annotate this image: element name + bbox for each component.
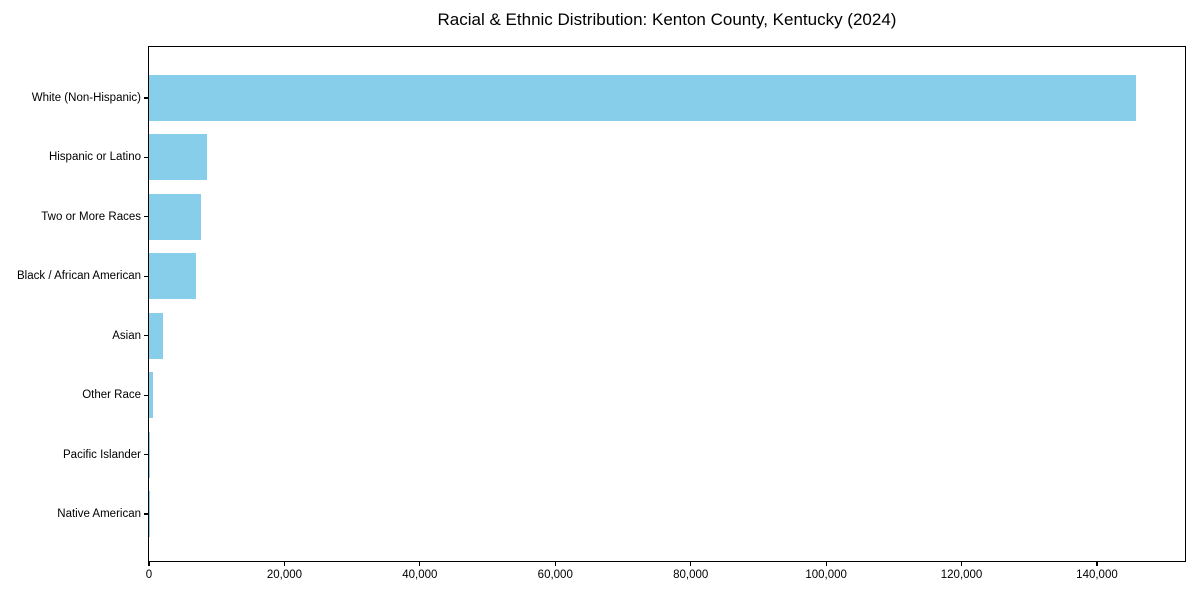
bar [149,431,151,478]
y-axis-tick [144,335,149,337]
x-axis-tick [825,561,827,566]
x-tick-label: 120,000 [940,569,983,581]
bar [149,312,164,359]
bar [149,193,202,240]
bar [149,253,196,300]
y-category-label: Two or More Races [41,210,141,223]
y-category-label: Hispanic or Latino [48,151,141,164]
y-category-label: Pacific Islander [63,448,141,461]
y-axis-tick [144,513,149,515]
x-tick-label: 40,000 [402,569,438,581]
x-axis-tick [554,561,556,566]
chart-title: Racial & Ethnic Distribution: Kenton Cou… [437,10,897,29]
bar [149,75,1136,121]
x-axis-tick [1096,561,1098,566]
x-tick-label: 20,000 [266,569,303,581]
x-tick-label: 60,000 [537,569,573,581]
x-tick-label: 80,000 [673,569,709,581]
y-axis-tick [144,453,149,456]
bar [149,134,207,181]
x-axis-tick [283,561,285,566]
x-axis-tick [960,561,963,566]
x-axis-tick [419,561,421,566]
y-category-label: White (Non-Hispanic) [31,92,141,104]
y-axis-tick [144,216,149,218]
y-axis-tick [144,394,149,396]
x-tick-label: 100,000 [805,569,847,581]
y-axis-tick [144,156,149,159]
bar [149,372,154,419]
y-category-label: Black / African American [17,270,141,283]
y-category-label: Native American [57,508,141,520]
x-tick-label: 140,000 [1076,569,1118,581]
y-category-label: Asian [112,329,141,342]
x-axis-tick [148,561,150,566]
bar [149,491,150,537]
y-category-label: Other Race [82,389,141,402]
x-tick-label: 0 [145,569,153,581]
y-axis-tick [144,97,149,99]
plot-area: White (Non-Hispanic) Hispanic or Latino Tw… [17,46,1186,581]
x-axis-tick [690,561,692,566]
y-axis-tick [144,275,149,277]
